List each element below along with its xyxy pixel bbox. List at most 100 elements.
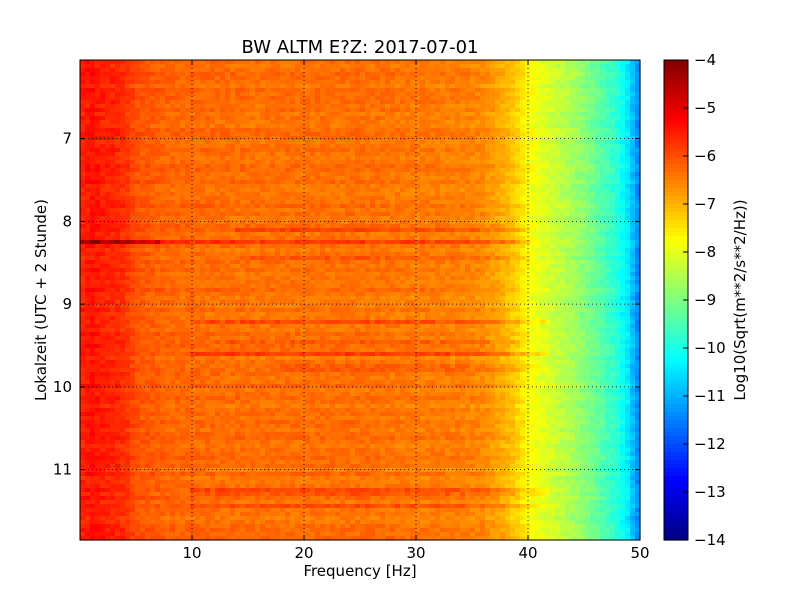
heatmap-cell (145, 104, 151, 109)
heatmap-cell (85, 108, 91, 113)
heatmap-cell (145, 164, 151, 169)
heatmap-cell (290, 156, 296, 161)
heatmap-cell (450, 156, 456, 161)
heatmap-cell (320, 164, 326, 169)
heatmap-cell (355, 152, 361, 157)
heatmap-cell (260, 236, 266, 241)
heatmap-cell (510, 160, 516, 165)
heatmap-cell (340, 156, 346, 161)
heatmap-cell (215, 156, 221, 161)
heatmap-cell (415, 172, 421, 177)
heatmap-cell (480, 184, 486, 189)
heatmap-cell (115, 128, 121, 133)
heatmap-cell (505, 152, 511, 157)
heatmap-cell (250, 180, 256, 185)
heatmap-cell (260, 220, 266, 225)
heatmap-cell (180, 228, 186, 233)
heatmap-cell (420, 76, 426, 81)
heatmap-cell (115, 164, 121, 169)
heatmap-cell (585, 164, 591, 169)
heatmap-cell (320, 228, 326, 233)
heatmap-cell (215, 208, 221, 213)
heatmap-cell (545, 192, 551, 197)
heatmap-cell (500, 116, 506, 121)
heatmap-cell (440, 104, 446, 109)
heatmap-cell (250, 124, 256, 129)
heatmap-cell (585, 72, 591, 77)
heatmap-cell (430, 96, 436, 101)
heatmap-cell (485, 76, 491, 81)
heatmap-cell (510, 140, 516, 145)
heatmap-cell (275, 152, 281, 157)
heatmap-cell (240, 152, 246, 157)
heatmap-cell (600, 68, 606, 73)
heatmap-cell (400, 204, 406, 209)
heatmap-cell (270, 60, 276, 65)
heatmap-cell (450, 192, 456, 197)
heatmap-cell (635, 80, 641, 85)
heatmap-cell (115, 204, 121, 209)
heatmap-cell (85, 228, 91, 233)
heatmap-cell (340, 228, 346, 233)
heatmap-cell (170, 184, 176, 189)
heatmap-cell (565, 72, 571, 77)
heatmap-cell (400, 208, 406, 213)
heatmap-cell (345, 216, 351, 221)
heatmap-cell (525, 196, 531, 201)
heatmap-cell (400, 200, 406, 205)
heatmap-cell (230, 80, 236, 85)
heatmap-cell (470, 144, 476, 149)
heatmap-cell (125, 80, 131, 85)
heatmap-cell (365, 224, 371, 229)
heatmap-cell (595, 128, 601, 133)
heatmap-cell (135, 168, 141, 173)
heatmap-cell (630, 132, 636, 137)
heatmap-cell (230, 68, 236, 73)
heatmap-cell (370, 124, 376, 129)
heatmap-cell (420, 104, 426, 109)
heatmap-cell (190, 132, 196, 137)
heatmap-cell (145, 172, 151, 177)
heatmap-cell (565, 64, 571, 69)
heatmap-cell (500, 188, 506, 193)
heatmap-cell (250, 148, 256, 153)
heatmap-cell (600, 144, 606, 149)
heatmap-cell (465, 76, 471, 81)
heatmap-cell (185, 208, 191, 213)
heatmap-cell (400, 128, 406, 133)
heatmap-cell (605, 148, 611, 153)
heatmap-cell (565, 92, 571, 97)
heatmap-cell (425, 156, 431, 161)
heatmap-cell (475, 208, 481, 213)
heatmap-cell (620, 132, 626, 137)
heatmap-cell (230, 184, 236, 189)
heatmap-cell (170, 180, 176, 185)
heatmap-cell (300, 104, 306, 109)
heatmap-cell (220, 216, 226, 221)
heatmap-cell (385, 96, 391, 101)
heatmap-cell (505, 200, 511, 205)
heatmap-cell (140, 128, 146, 133)
heatmap-cell (405, 228, 411, 233)
heatmap-cell (465, 156, 471, 161)
heatmap-cell (570, 120, 576, 125)
heatmap-cell (475, 160, 481, 165)
heatmap-cell (90, 72, 96, 77)
heatmap-cell (190, 164, 196, 169)
heatmap-cell (240, 216, 246, 221)
heatmap-cell (335, 152, 341, 157)
heatmap-cell (585, 192, 591, 197)
heatmap-cell (335, 96, 341, 101)
heatmap-cell (100, 160, 106, 165)
heatmap-cell (470, 172, 476, 177)
heatmap-cell (305, 60, 311, 65)
heatmap-cell (410, 148, 416, 153)
heatmap-cell (545, 112, 551, 117)
heatmap-cell (220, 88, 226, 93)
heatmap-cell (300, 228, 306, 233)
heatmap-cell (580, 104, 586, 109)
heatmap-cell (635, 224, 641, 229)
heatmap-cell (300, 148, 306, 153)
heatmap-cell (515, 68, 521, 73)
heatmap-cell (480, 132, 486, 137)
